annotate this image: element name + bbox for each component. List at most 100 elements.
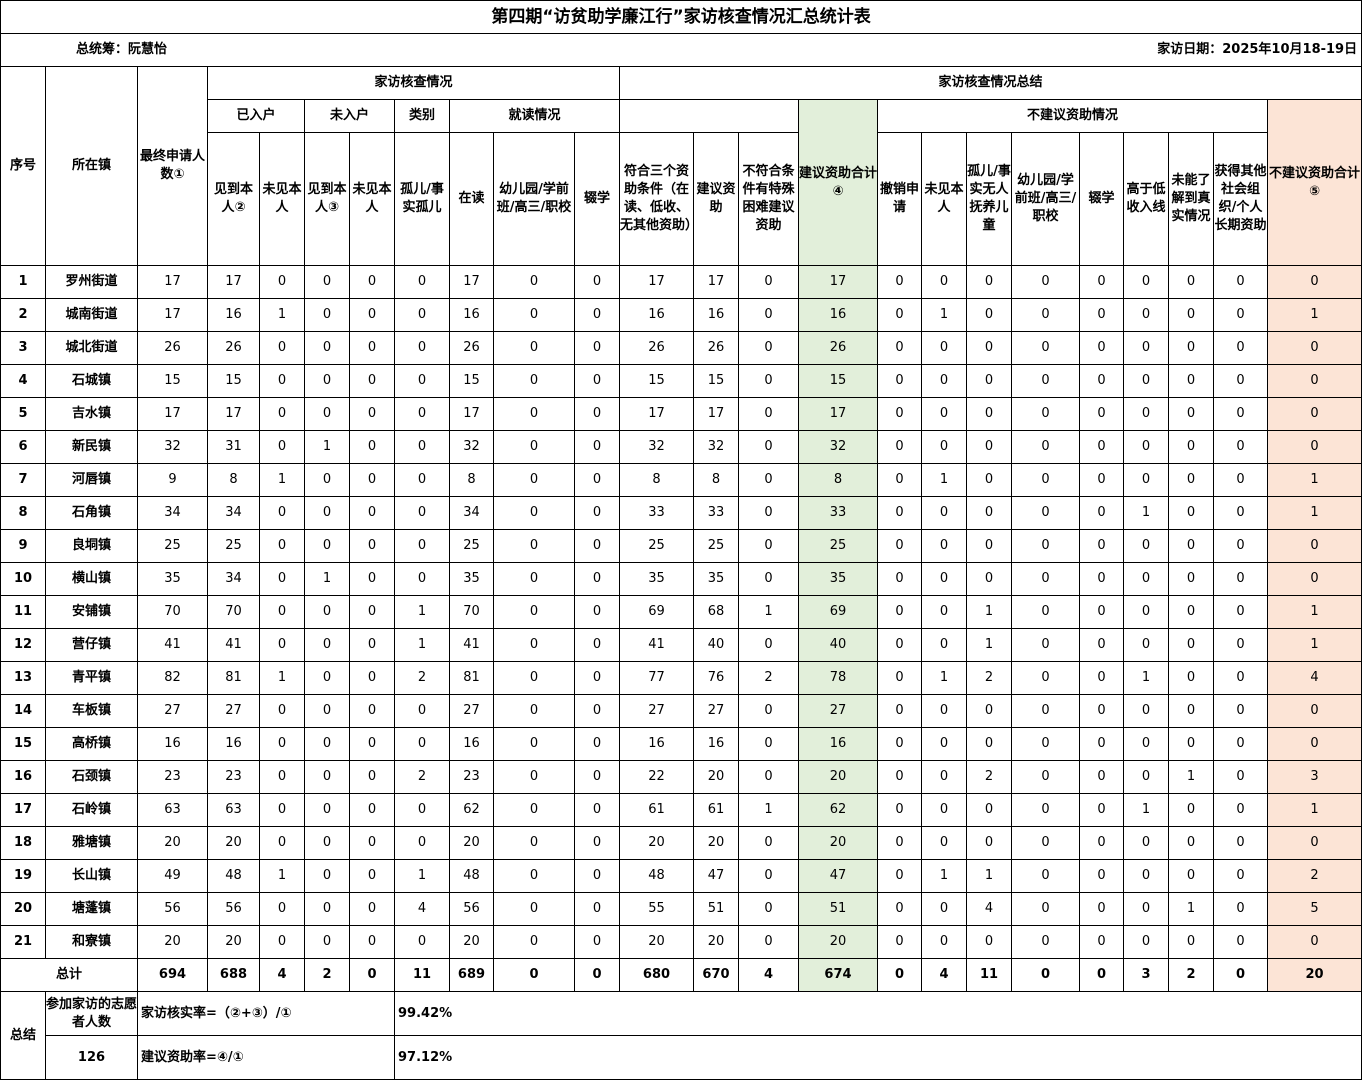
row-cell: 0 [394, 925, 450, 959]
row-cell: 0 [966, 694, 1012, 728]
row-cell: 15 [137, 364, 208, 398]
total-cell: 4 [259, 958, 305, 992]
row-cell: 0 [574, 760, 620, 794]
row-cell: 49 [137, 859, 208, 893]
row-cell: 32 [619, 430, 694, 464]
row-cell: 0 [493, 859, 575, 893]
row-cell: 0 [738, 826, 799, 860]
row-cell: 0 [349, 562, 395, 596]
row-cell: 0 [1168, 727, 1214, 761]
row-cell: 0 [493, 760, 575, 794]
row-cell: 0 [394, 397, 450, 431]
row-cell: 8 [693, 463, 739, 497]
volunteers-count: 126 [45, 1035, 138, 1080]
row-cell: 20 [207, 826, 260, 860]
row-cell: 26 [693, 331, 739, 365]
total-cell: 4 [921, 958, 967, 992]
row-cell: 20 [449, 826, 494, 860]
row-cell: 27 [449, 694, 494, 728]
row-cell: 31 [207, 430, 260, 464]
row-cell: 62 [449, 793, 494, 827]
row-cell: 0 [304, 628, 350, 662]
row-cell: 33 [619, 496, 694, 530]
row-cell: 0 [921, 496, 967, 530]
row-cell: 16 [449, 298, 494, 332]
row-cell: 0 [259, 760, 305, 794]
row-cell: 0 [493, 727, 575, 761]
table-row: 8 石角镇 34 34 0 0 0 0 34 0 0 33 33 0 33 0 0 0 0 0 1 0 0 1 [0, 496, 1362, 530]
coordinator: 总统筹：阮慧怡 [0, 33, 694, 67]
row-cell: 0 [1079, 595, 1124, 629]
row-cell: 0 [921, 562, 967, 596]
row-cell: 15 [449, 364, 494, 398]
row-cell: 0 [1266, 694, 1362, 728]
row-cell: 0 [259, 430, 305, 464]
row-cell: 25 [449, 529, 494, 563]
row-cell: 0 [1079, 892, 1124, 926]
row-cell: 0 [259, 925, 305, 959]
header-withdraw: 撤销申请 [877, 132, 922, 266]
row-cell: 41 [137, 628, 208, 662]
row-cell: 0 [921, 826, 967, 860]
row-cell: 1 [259, 859, 305, 893]
row-cell: 0 [921, 595, 967, 629]
row-cell: 0 [259, 331, 305, 365]
row-cell: 0 [259, 595, 305, 629]
row-cell: 0 [1123, 265, 1169, 299]
row-seq: 6 [0, 430, 46, 464]
row-cell: 0 [1123, 595, 1169, 629]
row-cell: 16 [798, 727, 878, 761]
row-cell: 1 [1266, 628, 1362, 662]
row-cell: 0 [738, 628, 799, 662]
row-cell: 69 [619, 595, 694, 629]
row-cell: 0 [1168, 529, 1214, 563]
row-cell: 0 [1123, 364, 1169, 398]
header-seen-self-3: 见到本人③ [304, 132, 350, 266]
row-cell: 0 [1011, 826, 1080, 860]
row-cell: 0 [1079, 265, 1124, 299]
row-seq: 20 [0, 892, 46, 926]
row-cell: 17 [449, 397, 494, 431]
row-cell: 0 [1079, 562, 1124, 596]
row-cell: 0 [349, 430, 395, 464]
header-kinder-b: 幼儿园/学前班/高三/职校 [1011, 132, 1080, 266]
row-cell: 55 [619, 892, 694, 926]
row-cell: 1 [304, 430, 350, 464]
row-cell: 0 [1011, 265, 1080, 299]
total-cell: 689 [449, 958, 494, 992]
row-town: 城北街道 [45, 331, 138, 365]
row-cell: 0 [259, 364, 305, 398]
row-cell: 0 [304, 364, 350, 398]
row-cell: 40 [693, 628, 739, 662]
row-cell: 0 [304, 298, 350, 332]
row-cell: 0 [493, 331, 575, 365]
row-cell: 0 [1168, 661, 1214, 695]
row-cell: 0 [394, 298, 450, 332]
row-cell: 17 [798, 265, 878, 299]
table-row: 1 罗州街道 17 17 0 0 0 0 17 0 0 17 17 0 17 0 0 0 0 0 0 0 0 0 [0, 265, 1362, 299]
row-cell: 15 [207, 364, 260, 398]
total-cell: 20 [1266, 958, 1362, 992]
row-cell: 0 [574, 661, 620, 695]
row-cell: 0 [1266, 364, 1362, 398]
row-cell: 76 [693, 661, 739, 695]
row-cell: 0 [304, 694, 350, 728]
row-cell: 1 [1266, 463, 1362, 497]
row-cell: 48 [449, 859, 494, 893]
row-cell: 0 [349, 694, 395, 728]
row-cell: 5 [1266, 892, 1362, 926]
row-cell: 16 [693, 298, 739, 332]
row-cell: 20 [449, 925, 494, 959]
row-cell: 0 [738, 430, 799, 464]
volunteers-label: 参加家访的志愿者人数 [45, 991, 138, 1036]
row-cell: 0 [574, 430, 620, 464]
row-cell: 0 [877, 892, 922, 926]
row-cell: 0 [1168, 463, 1214, 497]
row-cell: 0 [574, 925, 620, 959]
row-town: 安铺镇 [45, 595, 138, 629]
row-cell: 0 [1079, 628, 1124, 662]
row-cell: 0 [304, 760, 350, 794]
row-cell: 0 [259, 826, 305, 860]
row-cell: 77 [619, 661, 694, 695]
row-cell: 17 [693, 397, 739, 431]
